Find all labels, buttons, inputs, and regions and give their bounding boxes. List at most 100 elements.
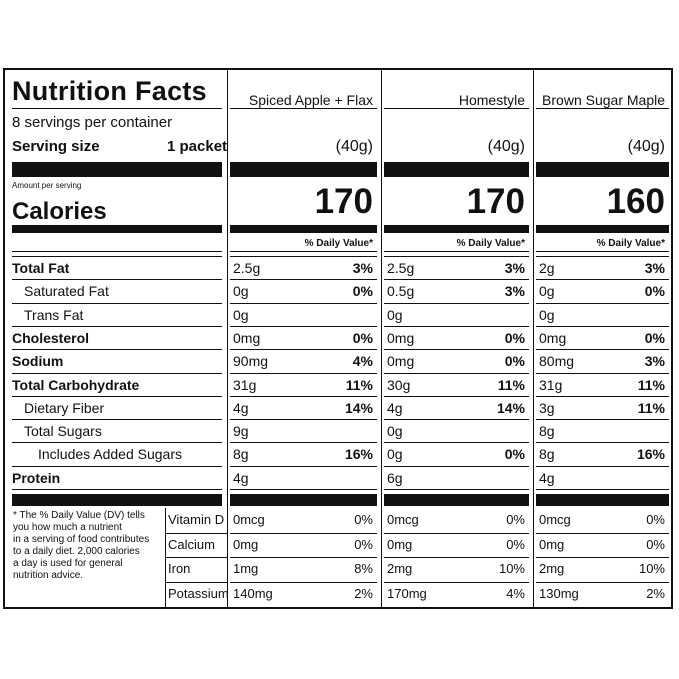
nutrient-dv: 11% xyxy=(637,400,665,416)
row-rule xyxy=(536,256,669,257)
nutrient-dv: 4% xyxy=(352,353,373,369)
nutrient-amount: 0g xyxy=(387,423,403,439)
vitamin-dv: 2% xyxy=(354,586,373,601)
row-rule xyxy=(12,419,222,420)
nutrient-amount: 2.5g xyxy=(387,260,415,276)
row-rule xyxy=(230,489,377,490)
thick-rule xyxy=(230,225,377,233)
row-rule xyxy=(384,279,529,280)
vitamin-dv: 0% xyxy=(354,537,373,552)
nutrient-amount: 30g xyxy=(387,377,411,393)
nutrient-amount: 8g xyxy=(539,446,555,462)
nutrient-label: Total Fat xyxy=(12,260,70,276)
footnote-line: you how much a nutrient xyxy=(13,522,122,533)
thick-rule xyxy=(384,162,529,177)
nutrient-dv: 3% xyxy=(504,283,525,299)
thick-rule xyxy=(12,162,222,177)
vitamin-amount: 0mg xyxy=(539,537,565,552)
row-rule xyxy=(12,396,222,397)
thick-rule xyxy=(230,494,377,506)
dv-rule xyxy=(536,251,669,252)
row-rule xyxy=(230,582,377,583)
nutrient-dv: 3% xyxy=(352,260,373,276)
calories-label: Calories xyxy=(12,198,107,225)
thick-rule xyxy=(12,494,222,506)
row-rule xyxy=(12,489,222,490)
nutrient-dv: 0% xyxy=(644,330,665,346)
vitamin-dv: 10% xyxy=(638,561,665,576)
servings-per-container: 8 servings per container xyxy=(12,114,173,131)
row-rule xyxy=(384,373,529,374)
nutrient-amount: 31g xyxy=(539,377,563,393)
vitamin-amount: 2mg xyxy=(387,561,413,576)
title-rule xyxy=(230,108,377,109)
row-rule xyxy=(230,349,377,350)
nutrient-label: Trans Fat xyxy=(24,307,84,323)
row-rule xyxy=(536,326,669,327)
nutrient-amount: 2g xyxy=(539,260,555,276)
row-rule xyxy=(384,489,529,490)
row-rule xyxy=(384,442,529,443)
nutrient-label: Cholesterol xyxy=(12,330,90,346)
nutrient-label: Total Sugars xyxy=(24,423,102,439)
nutrient-amount: 0mg xyxy=(233,330,261,346)
footnote-line: to a daily diet. 2,000 calories xyxy=(13,546,140,557)
nutrient-label: Includes Added Sugars xyxy=(38,446,182,462)
nutrient-dv: 16% xyxy=(344,446,373,462)
dv-rule xyxy=(12,251,222,252)
row-rule xyxy=(230,256,377,257)
nutrient-amount: 4g xyxy=(233,470,249,486)
row-rule xyxy=(536,533,669,534)
row-rule xyxy=(384,326,529,327)
footnote-line: nutrition advice. xyxy=(13,570,84,581)
column-divider xyxy=(227,70,228,607)
row-rule xyxy=(384,256,529,257)
row-rule xyxy=(230,533,377,534)
thick-rule xyxy=(384,225,529,233)
row-rule xyxy=(384,466,529,467)
vitamin-dv: 0% xyxy=(506,537,525,552)
row-rule xyxy=(384,303,529,304)
dv-header: % Daily Value* xyxy=(456,238,525,249)
nutrient-amount: 0g xyxy=(233,307,249,323)
nutrient-amount: 0.5g xyxy=(387,283,415,299)
vitamin-dv: 8% xyxy=(354,561,373,576)
nutrient-dv: 3% xyxy=(644,260,665,276)
nutrient-amount: 4g xyxy=(387,400,403,416)
row-rule xyxy=(12,326,222,327)
row-rule xyxy=(384,557,529,558)
nutrient-amount: 8g xyxy=(233,446,249,462)
row-rule xyxy=(230,303,377,304)
product-name: Homestyle xyxy=(458,92,525,108)
row-rule xyxy=(230,557,377,558)
row-rule xyxy=(12,442,222,443)
vitamin-dv: 0% xyxy=(646,537,665,552)
calories-value: 160 xyxy=(606,182,665,221)
nutrient-dv: 3% xyxy=(644,353,665,369)
serving-size-label: Serving size xyxy=(12,138,100,155)
row-rule xyxy=(536,349,669,350)
row-rule xyxy=(536,279,669,280)
vitamin-amount: 140mg xyxy=(233,586,273,601)
row-rule xyxy=(12,349,222,350)
vitamin-label: Vitamin D xyxy=(168,512,225,527)
vitamin-dv: 0% xyxy=(646,512,665,527)
nutrient-amount: 0mg xyxy=(387,330,415,346)
nutrient-dv: 3% xyxy=(504,260,525,276)
row-rule xyxy=(165,557,227,558)
column-divider xyxy=(165,508,166,607)
nutrient-dv: 0% xyxy=(504,446,525,462)
footnote-line: a day is used for general xyxy=(13,558,123,569)
nutrient-dv: 0% xyxy=(644,283,665,299)
row-rule xyxy=(384,349,529,350)
nutrient-label: Protein xyxy=(12,470,61,486)
dv-header: % Daily Value* xyxy=(596,238,665,249)
dv-rule xyxy=(230,251,377,252)
row-rule xyxy=(230,326,377,327)
nutrient-dv: 16% xyxy=(636,446,665,462)
row-rule xyxy=(384,533,529,534)
row-rule xyxy=(536,373,669,374)
nutrient-dv: 11% xyxy=(497,377,525,393)
vitamin-amount: 170mg xyxy=(387,586,427,601)
amount-per-serving: Amount per serving xyxy=(12,181,82,190)
